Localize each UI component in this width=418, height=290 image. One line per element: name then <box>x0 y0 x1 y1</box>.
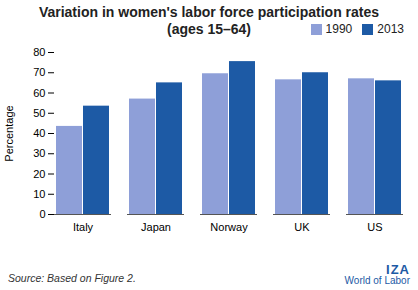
html-text:World of Labor: World of Labor <box>344 275 410 286</box>
svg-text:80: 80 <box>33 46 45 58</box>
svg-text:0: 0 <box>39 208 45 220</box>
html-text:Variation in women's labor for: Variation in women's labor force partici… <box>38 4 380 37</box>
html-text:2013: 2013 <box>377 22 404 36</box>
svg-text:Japan: Japan <box>141 221 171 233</box>
html-text:Source: Based on Figure 2.: Source: Based on Figure 2. <box>8 272 136 284</box>
svg-text:Norway: Norway <box>210 221 248 233</box>
svg-text:UK: UK <box>294 221 310 233</box>
svg-text:60: 60 <box>33 87 45 99</box>
svg-text:20: 20 <box>33 168 45 180</box>
svg-text:30: 30 <box>33 147 45 159</box>
svg-text:Percentage: Percentage <box>3 105 15 161</box>
svg-text:Italy: Italy <box>73 221 94 233</box>
svg-text:US: US <box>367 221 382 233</box>
html-text:IZA: IZA <box>386 262 410 277</box>
svg-text:70: 70 <box>33 66 45 78</box>
svg-text:10: 10 <box>33 188 45 200</box>
html-text:1990: 1990 <box>325 22 353 36</box>
svg-text:50: 50 <box>33 107 45 119</box>
svg-text:40: 40 <box>33 127 45 139</box>
